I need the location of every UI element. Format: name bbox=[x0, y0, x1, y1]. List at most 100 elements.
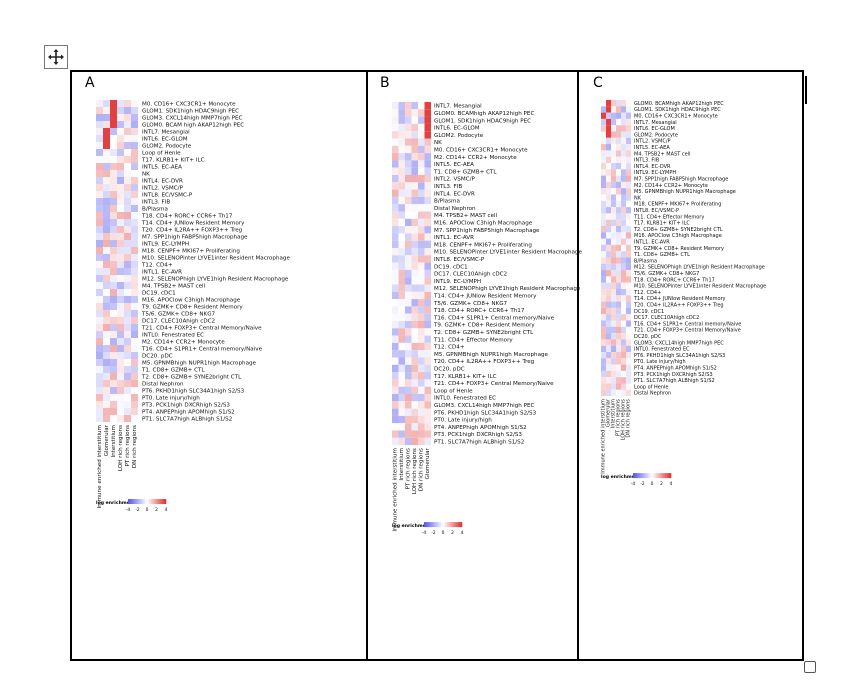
column-label: DN rich regions bbox=[419, 448, 425, 491]
heatmap-cell bbox=[392, 386, 399, 394]
row-label: PT4. ANPEPhigh APOMhigh S1/S2 bbox=[434, 425, 527, 431]
heatmap-cell bbox=[96, 345, 103, 352]
heatmap-cell bbox=[616, 232, 621, 239]
heatmap-cell bbox=[616, 125, 621, 132]
heatmap-cell bbox=[611, 207, 616, 214]
heatmap-cell bbox=[411, 284, 418, 292]
legend-gradient-step bbox=[448, 522, 451, 528]
heatmap-cell bbox=[626, 326, 631, 334]
heatmap-cell bbox=[398, 175, 405, 183]
heatmap-cell bbox=[411, 138, 418, 146]
heatmap-cell bbox=[424, 437, 431, 446]
row-label: INTL8. EC/VSMC-P bbox=[634, 208, 679, 214]
heatmap-cell bbox=[398, 364, 405, 373]
move-handle-icon[interactable] bbox=[44, 45, 68, 69]
heatmap-cell bbox=[601, 320, 606, 327]
heatmap-cell bbox=[611, 314, 616, 321]
heatmap-cell bbox=[117, 100, 124, 107]
heatmap-cell bbox=[110, 401, 117, 408]
heatmap-cell bbox=[405, 284, 412, 292]
heatmap-cell bbox=[110, 114, 117, 121]
legend-tick: 0 bbox=[442, 530, 445, 536]
heatmap-cell bbox=[601, 219, 606, 226]
heatmap-cell bbox=[611, 181, 616, 189]
heatmap-cell bbox=[405, 218, 412, 227]
heatmap-cell bbox=[424, 153, 431, 161]
heatmap-cell bbox=[424, 204, 431, 212]
heatmap-cell bbox=[96, 149, 103, 156]
column-label: LOH rich regions bbox=[118, 425, 124, 471]
heatmap-cell bbox=[626, 257, 631, 264]
heatmap-cell bbox=[424, 116, 431, 124]
heatmap-cell bbox=[110, 142, 117, 149]
heatmap-cell bbox=[117, 240, 124, 247]
heatmap-cell bbox=[110, 163, 117, 170]
heatmap-cell bbox=[405, 123, 412, 132]
heatmap-cell bbox=[626, 200, 631, 208]
heatmap-cell bbox=[606, 314, 611, 321]
heatmap-cell bbox=[621, 137, 626, 145]
heatmap-cell bbox=[131, 121, 138, 128]
heatmap-cell bbox=[110, 212, 117, 219]
heatmap-cell bbox=[131, 394, 138, 401]
heatmap-cell bbox=[611, 389, 616, 397]
heatmap-cell bbox=[405, 182, 412, 190]
heatmap-cell bbox=[103, 198, 110, 205]
heatmap-cell bbox=[626, 125, 631, 132]
heatmap-cell bbox=[616, 276, 621, 283]
row-label: T17. KLRB1+ KIT+ ILC bbox=[633, 221, 690, 227]
row-label: M5. GPNMBhigh NUPR1high Macrophage bbox=[434, 352, 549, 358]
heatmap-cell bbox=[96, 198, 103, 205]
heatmap-cell bbox=[124, 401, 131, 408]
heatmap-cell bbox=[96, 310, 103, 317]
heatmap-cell bbox=[611, 352, 616, 359]
row-label: GLOM1. SDK1high HDAC9high PEC bbox=[434, 118, 531, 124]
row-label: Loop of Henle bbox=[142, 150, 181, 156]
heatmap-cell bbox=[131, 170, 138, 177]
heatmap-cell bbox=[405, 233, 412, 241]
heatmap-cell bbox=[124, 163, 131, 170]
legend-gradient-step bbox=[425, 522, 429, 528]
heatmap-cell bbox=[392, 284, 399, 292]
heatmap-cell bbox=[117, 219, 124, 226]
heatmap-cell bbox=[124, 128, 131, 135]
heatmap-cell bbox=[611, 200, 616, 208]
heatmap-cell bbox=[131, 373, 138, 380]
heatmap-cell bbox=[398, 437, 405, 446]
heatmap-cell bbox=[398, 277, 405, 285]
heatmap-cell bbox=[96, 261, 103, 268]
heatmap-cell bbox=[117, 380, 124, 387]
heatmap-cell bbox=[96, 296, 103, 303]
heatmap-cell bbox=[96, 394, 103, 401]
heatmap-cell bbox=[411, 277, 418, 285]
heatmap-cell bbox=[411, 291, 418, 300]
row-label: INTL2. VSMC/P bbox=[434, 177, 475, 183]
row-label: DC17. CLEC10Ahigh cDC2 bbox=[634, 315, 699, 321]
row-label: INTL6. EC-GLOM bbox=[434, 126, 480, 132]
heatmap-cell bbox=[606, 358, 611, 365]
row-label: INTL7. Mesangial bbox=[434, 104, 482, 110]
heatmap-cell bbox=[418, 240, 425, 248]
heatmap-cell bbox=[424, 160, 431, 168]
heatmap-cell bbox=[131, 254, 138, 261]
heatmap-cell bbox=[392, 240, 399, 248]
legend-gradient-step bbox=[133, 499, 136, 504]
heatmap-cell bbox=[616, 251, 621, 258]
heatmap-cell bbox=[418, 160, 425, 168]
heatmap-cell bbox=[398, 328, 405, 336]
row-label: B/Plasma bbox=[434, 199, 460, 205]
heatmap-cell bbox=[411, 423, 418, 431]
heatmap-cell bbox=[405, 160, 412, 168]
heatmap-cell bbox=[124, 170, 131, 177]
heatmap-cell bbox=[626, 175, 631, 182]
heatmap-cell bbox=[117, 408, 124, 415]
heatmap-cell bbox=[601, 364, 606, 371]
heatmap-cell bbox=[606, 339, 611, 346]
heatmap-cell bbox=[103, 324, 110, 331]
row-label: M10. SELENOPinter LYVE1inter Resident Ma… bbox=[634, 284, 766, 290]
resize-handle-icon[interactable] bbox=[804, 661, 816, 673]
heatmap-cell bbox=[131, 261, 138, 268]
heatmap-cell bbox=[131, 310, 138, 317]
heatmap-cell bbox=[411, 394, 418, 402]
